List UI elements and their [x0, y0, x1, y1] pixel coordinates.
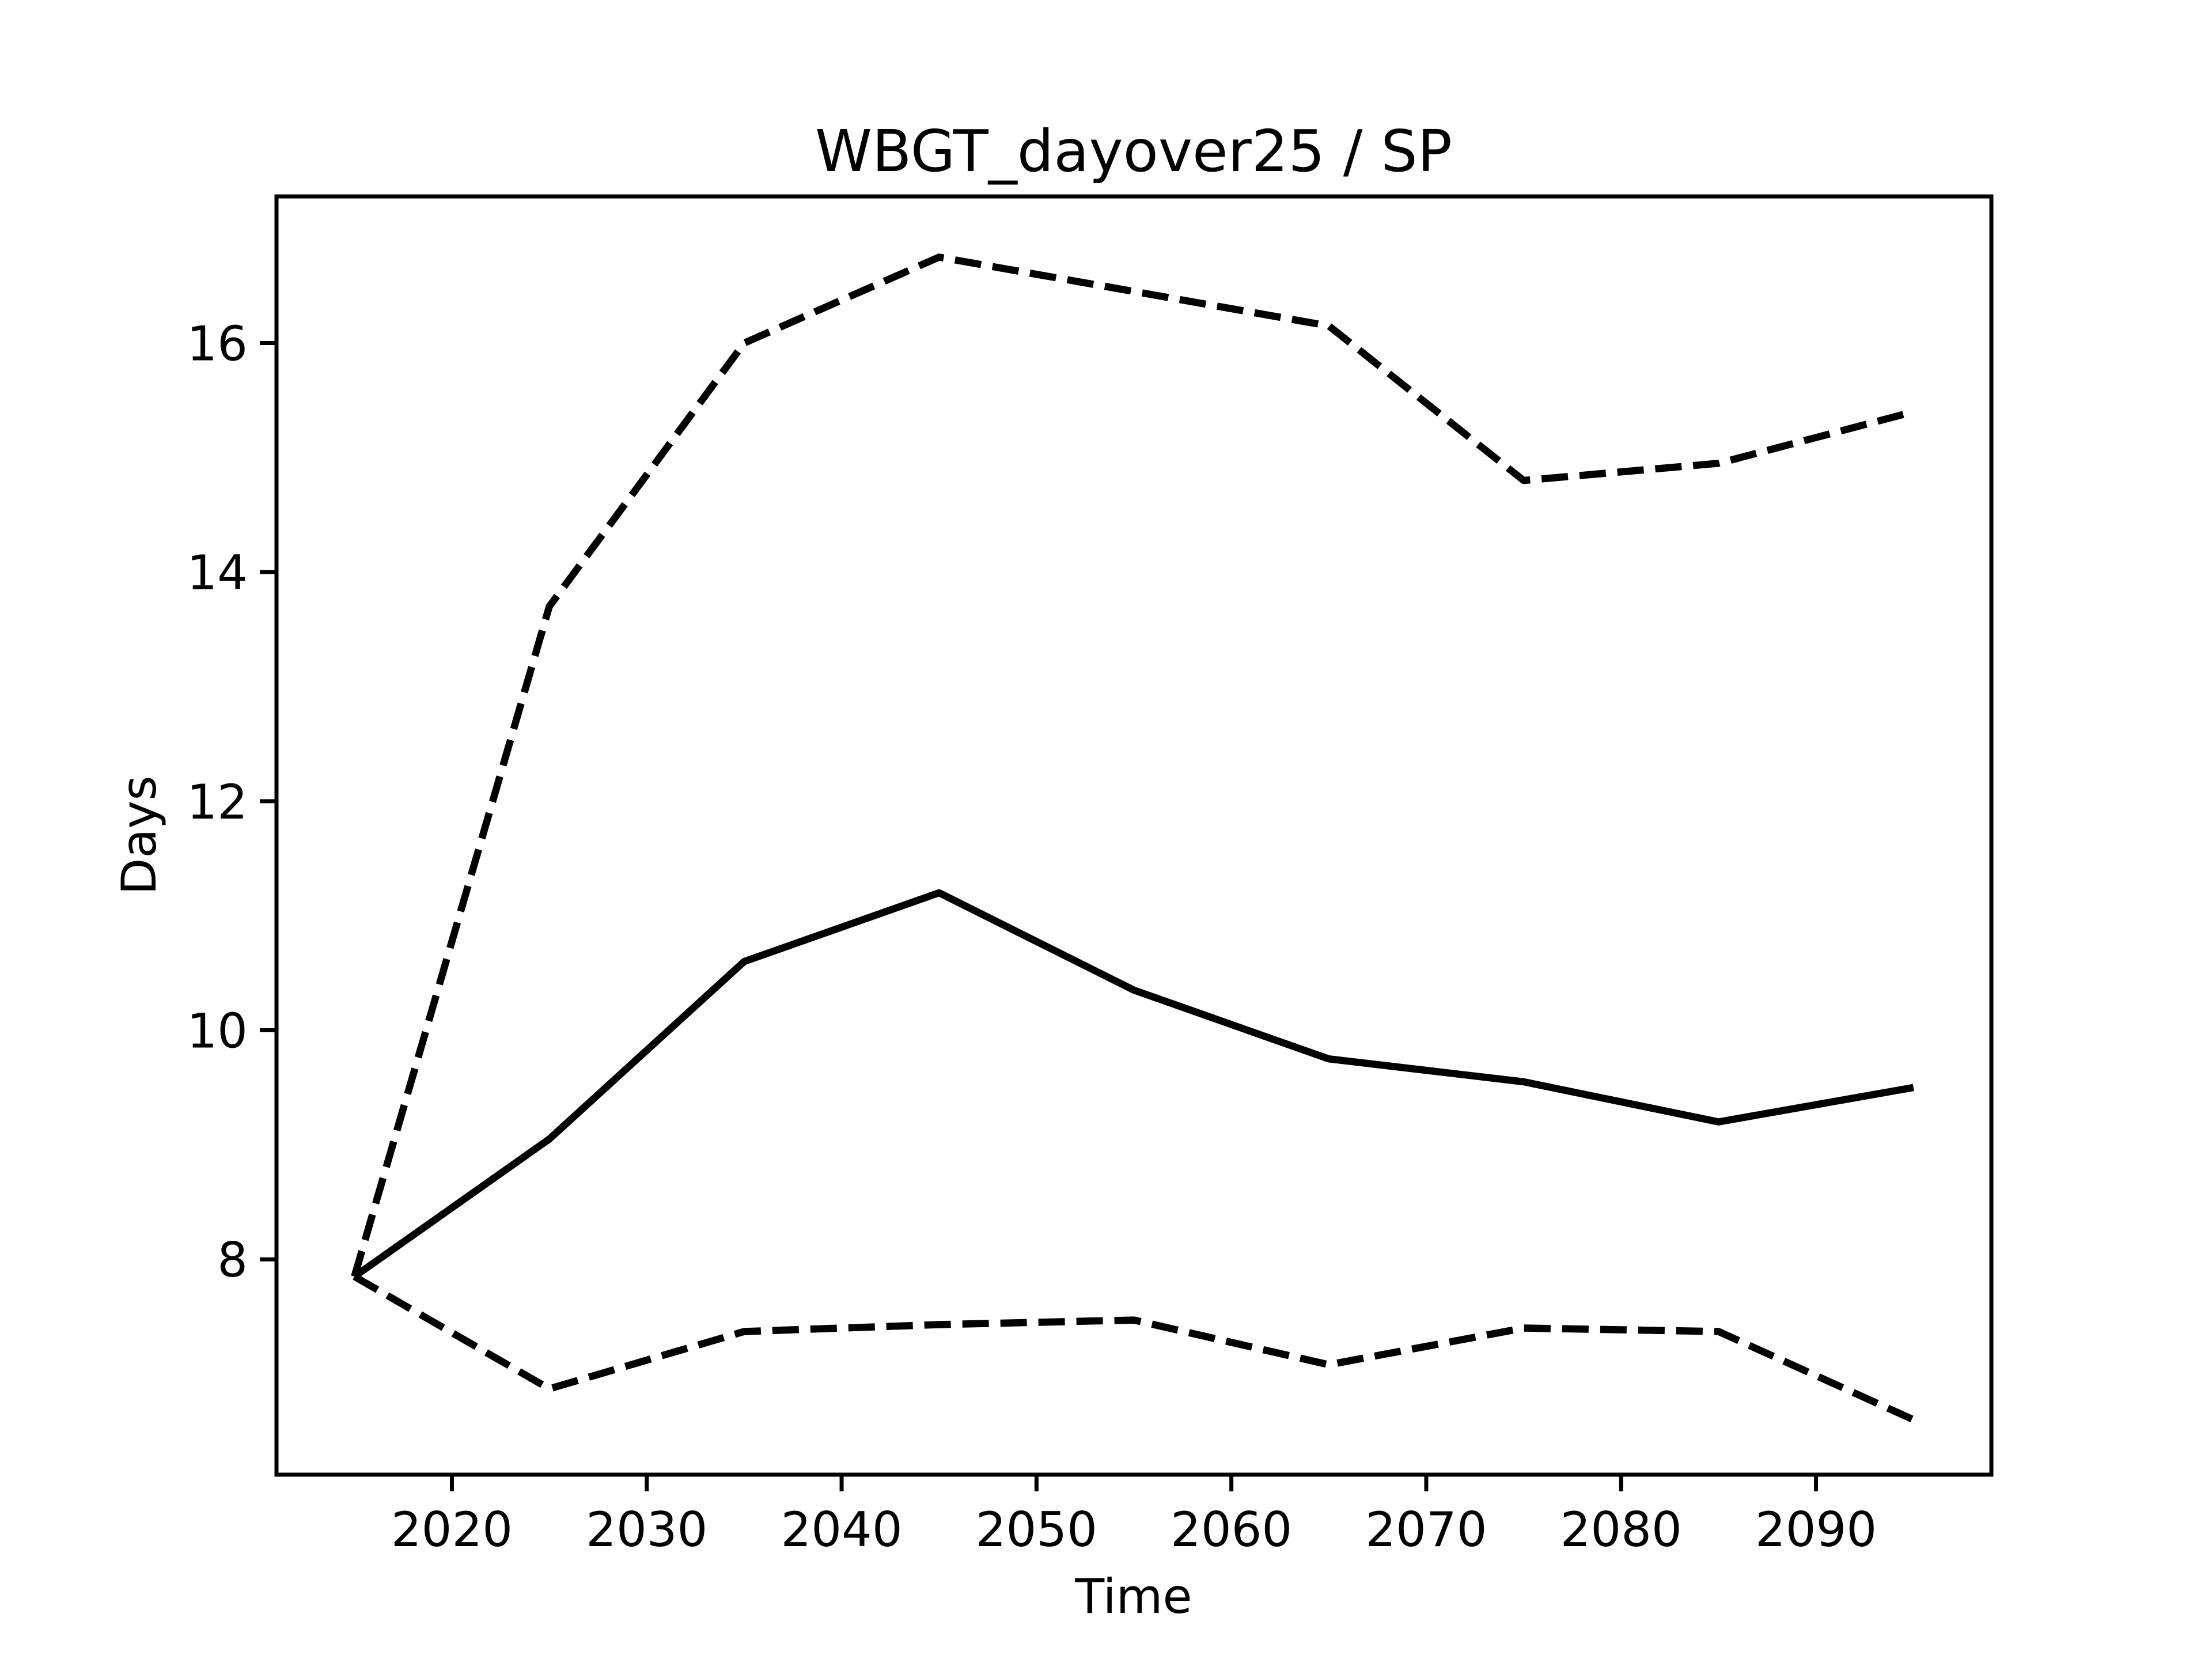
y-tick-label: 12: [187, 774, 248, 830]
y-tick-label: 8: [217, 1232, 248, 1288]
y-axis-label: Days: [111, 775, 167, 895]
chart-title: WBGT_dayover25 / SP: [815, 118, 1452, 185]
y-tick-label: 14: [187, 545, 248, 601]
x-tick-label: 2030: [586, 1502, 707, 1558]
x-tick-label: 2070: [1365, 1502, 1487, 1558]
y-tick-label: 16: [187, 316, 248, 372]
x-tick-label: 2080: [1560, 1502, 1682, 1558]
upper-bound-line: [351, 253, 1915, 1278]
x-tick-label: 2020: [391, 1502, 513, 1558]
x-axis-label: Time: [1074, 1569, 1192, 1624]
plot-area: [274, 194, 1994, 1477]
y-tick-label: 10: [187, 1003, 248, 1059]
data-lines: [351, 253, 1915, 1423]
ensemble-mean-line: [352, 889, 1914, 1280]
y-axis-ticks: 8 10 12 14 16: [187, 316, 276, 1288]
lower-bound-line: [353, 1273, 1915, 1423]
x-axis-ticks: 2020 2030 2040 2050 2060 2070 2080 2090: [391, 1475, 1877, 1558]
x-tick-label: 2060: [1171, 1502, 1292, 1558]
x-tick-label: 2040: [781, 1502, 902, 1558]
x-tick-label: 2090: [1755, 1502, 1877, 1558]
x-tick-label: 2050: [976, 1502, 1097, 1558]
